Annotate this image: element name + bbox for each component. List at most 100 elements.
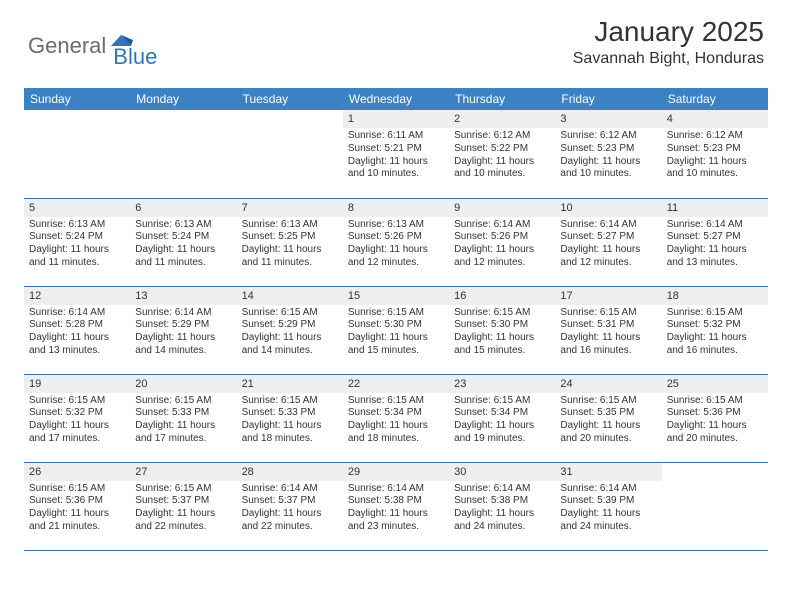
weekday-header: Thursday xyxy=(449,88,555,110)
sunrise-line: Sunrise: 6:15 AM xyxy=(242,307,338,320)
weekday-header: Saturday xyxy=(662,88,768,110)
sunset-line: Sunset: 5:38 PM xyxy=(348,495,444,508)
calendar-cell: 24Sunrise: 6:15 AMSunset: 5:35 PMDayligh… xyxy=(555,374,661,462)
logo-text-blue: Blue xyxy=(113,44,157,70)
sunset-line: Sunset: 5:30 PM xyxy=(454,319,550,332)
daylight-line: Daylight: 11 hours and 10 minutes. xyxy=(667,156,763,182)
daylight-line: Daylight: 11 hours and 16 minutes. xyxy=(560,332,656,358)
calendar-cell: 16Sunrise: 6:15 AMSunset: 5:30 PMDayligh… xyxy=(449,286,555,374)
daylight-line: Daylight: 11 hours and 12 minutes. xyxy=(348,244,444,270)
calendar-cell: 28Sunrise: 6:14 AMSunset: 5:37 PMDayligh… xyxy=(237,462,343,550)
day-content: Sunrise: 6:14 AMSunset: 5:27 PMDaylight:… xyxy=(555,217,661,273)
day-number: 2 xyxy=(449,110,555,128)
day-number: 31 xyxy=(555,463,661,481)
sunset-line: Sunset: 5:29 PM xyxy=(242,319,338,332)
day-number: 25 xyxy=(662,375,768,393)
sunset-line: Sunset: 5:37 PM xyxy=(242,495,338,508)
daylight-line: Daylight: 11 hours and 24 minutes. xyxy=(454,508,550,534)
day-number: 13 xyxy=(130,287,236,305)
daylight-line: Daylight: 11 hours and 13 minutes. xyxy=(667,244,763,270)
day-content: Sunrise: 6:15 AMSunset: 5:36 PMDaylight:… xyxy=(24,481,130,537)
daylight-line: Daylight: 11 hours and 18 minutes. xyxy=(348,420,444,446)
daylight-line: Daylight: 11 hours and 20 minutes. xyxy=(667,420,763,446)
sunrise-line: Sunrise: 6:15 AM xyxy=(29,483,125,496)
calendar-cell: 8Sunrise: 6:13 AMSunset: 5:26 PMDaylight… xyxy=(343,198,449,286)
day-number: 1 xyxy=(343,110,449,128)
sunrise-line: Sunrise: 6:14 AM xyxy=(348,483,444,496)
daylight-line: Daylight: 11 hours and 18 minutes. xyxy=(242,420,338,446)
daylight-line: Daylight: 11 hours and 15 minutes. xyxy=(454,332,550,358)
calendar-cell xyxy=(662,462,768,550)
daylight-line: Daylight: 11 hours and 12 minutes. xyxy=(560,244,656,270)
day-content: Sunrise: 6:13 AMSunset: 5:24 PMDaylight:… xyxy=(130,217,236,273)
day-content: Sunrise: 6:12 AMSunset: 5:22 PMDaylight:… xyxy=(449,128,555,184)
sunset-line: Sunset: 5:27 PM xyxy=(667,231,763,244)
day-content: Sunrise: 6:15 AMSunset: 5:34 PMDaylight:… xyxy=(449,393,555,449)
sunrise-line: Sunrise: 6:15 AM xyxy=(135,483,231,496)
calendar-cell: 3Sunrise: 6:12 AMSunset: 5:23 PMDaylight… xyxy=(555,110,661,198)
calendar-cell: 19Sunrise: 6:15 AMSunset: 5:32 PMDayligh… xyxy=(24,374,130,462)
location-label: Savannah Bight, Honduras xyxy=(573,50,764,68)
day-number: 17 xyxy=(555,287,661,305)
sunrise-line: Sunrise: 6:14 AM xyxy=(454,483,550,496)
calendar-cell xyxy=(24,110,130,198)
sunrise-line: Sunrise: 6:14 AM xyxy=(667,219,763,232)
day-content: Sunrise: 6:15 AMSunset: 5:30 PMDaylight:… xyxy=(449,305,555,361)
sunrise-line: Sunrise: 6:15 AM xyxy=(667,395,763,408)
sunset-line: Sunset: 5:23 PM xyxy=(667,143,763,156)
day-number: 10 xyxy=(555,199,661,217)
calendar-cell: 26Sunrise: 6:15 AMSunset: 5:36 PMDayligh… xyxy=(24,462,130,550)
day-number: 26 xyxy=(24,463,130,481)
day-content: Sunrise: 6:14 AMSunset: 5:29 PMDaylight:… xyxy=(130,305,236,361)
day-number: 24 xyxy=(555,375,661,393)
day-content: Sunrise: 6:15 AMSunset: 5:32 PMDaylight:… xyxy=(24,393,130,449)
calendar-cell: 9Sunrise: 6:14 AMSunset: 5:26 PMDaylight… xyxy=(449,198,555,286)
calendar-cell: 14Sunrise: 6:15 AMSunset: 5:29 PMDayligh… xyxy=(237,286,343,374)
calendar-cell: 17Sunrise: 6:15 AMSunset: 5:31 PMDayligh… xyxy=(555,286,661,374)
sunset-line: Sunset: 5:23 PM xyxy=(560,143,656,156)
sunset-line: Sunset: 5:36 PM xyxy=(29,495,125,508)
sunrise-line: Sunrise: 6:13 AM xyxy=(135,219,231,232)
calendar-body: 1Sunrise: 6:11 AMSunset: 5:21 PMDaylight… xyxy=(24,110,768,550)
daylight-line: Daylight: 11 hours and 10 minutes. xyxy=(454,156,550,182)
daylight-line: Daylight: 11 hours and 16 minutes. xyxy=(667,332,763,358)
sunrise-line: Sunrise: 6:14 AM xyxy=(242,483,338,496)
day-number: 6 xyxy=(130,199,236,217)
day-number: 20 xyxy=(130,375,236,393)
day-number: 28 xyxy=(237,463,343,481)
sunrise-line: Sunrise: 6:15 AM xyxy=(348,395,444,408)
calendar-cell: 22Sunrise: 6:15 AMSunset: 5:34 PMDayligh… xyxy=(343,374,449,462)
day-content: Sunrise: 6:15 AMSunset: 5:32 PMDaylight:… xyxy=(662,305,768,361)
sunrise-line: Sunrise: 6:14 AM xyxy=(29,307,125,320)
day-content: Sunrise: 6:14 AMSunset: 5:28 PMDaylight:… xyxy=(24,305,130,361)
sunset-line: Sunset: 5:25 PM xyxy=(242,231,338,244)
calendar-row: 1Sunrise: 6:11 AMSunset: 5:21 PMDaylight… xyxy=(24,110,768,198)
daylight-line: Daylight: 11 hours and 21 minutes. xyxy=(29,508,125,534)
calendar-cell: 29Sunrise: 6:14 AMSunset: 5:38 PMDayligh… xyxy=(343,462,449,550)
calendar-cell: 1Sunrise: 6:11 AMSunset: 5:21 PMDaylight… xyxy=(343,110,449,198)
daylight-line: Daylight: 11 hours and 13 minutes. xyxy=(29,332,125,358)
sunset-line: Sunset: 5:26 PM xyxy=(348,231,444,244)
calendar-cell: 23Sunrise: 6:15 AMSunset: 5:34 PMDayligh… xyxy=(449,374,555,462)
sunrise-line: Sunrise: 6:12 AM xyxy=(560,130,656,143)
calendar-row: 26Sunrise: 6:15 AMSunset: 5:36 PMDayligh… xyxy=(24,462,768,550)
sunset-line: Sunset: 5:28 PM xyxy=(29,319,125,332)
calendar-cell: 20Sunrise: 6:15 AMSunset: 5:33 PMDayligh… xyxy=(130,374,236,462)
sunset-line: Sunset: 5:38 PM xyxy=(454,495,550,508)
calendar-cell: 2Sunrise: 6:12 AMSunset: 5:22 PMDaylight… xyxy=(449,110,555,198)
day-number: 15 xyxy=(343,287,449,305)
calendar-cell: 12Sunrise: 6:14 AMSunset: 5:28 PMDayligh… xyxy=(24,286,130,374)
day-content: Sunrise: 6:15 AMSunset: 5:30 PMDaylight:… xyxy=(343,305,449,361)
sunrise-line: Sunrise: 6:15 AM xyxy=(560,395,656,408)
calendar-cell: 31Sunrise: 6:14 AMSunset: 5:39 PMDayligh… xyxy=(555,462,661,550)
sunrise-line: Sunrise: 6:15 AM xyxy=(135,395,231,408)
calendar-cell xyxy=(237,110,343,198)
sunrise-line: Sunrise: 6:15 AM xyxy=(242,395,338,408)
sunrise-line: Sunrise: 6:14 AM xyxy=(135,307,231,320)
day-content: Sunrise: 6:15 AMSunset: 5:35 PMDaylight:… xyxy=(555,393,661,449)
calendar-cell: 15Sunrise: 6:15 AMSunset: 5:30 PMDayligh… xyxy=(343,286,449,374)
sunset-line: Sunset: 5:22 PM xyxy=(454,143,550,156)
calendar-cell: 18Sunrise: 6:15 AMSunset: 5:32 PMDayligh… xyxy=(662,286,768,374)
sunrise-line: Sunrise: 6:15 AM xyxy=(454,307,550,320)
sunrise-line: Sunrise: 6:14 AM xyxy=(454,219,550,232)
